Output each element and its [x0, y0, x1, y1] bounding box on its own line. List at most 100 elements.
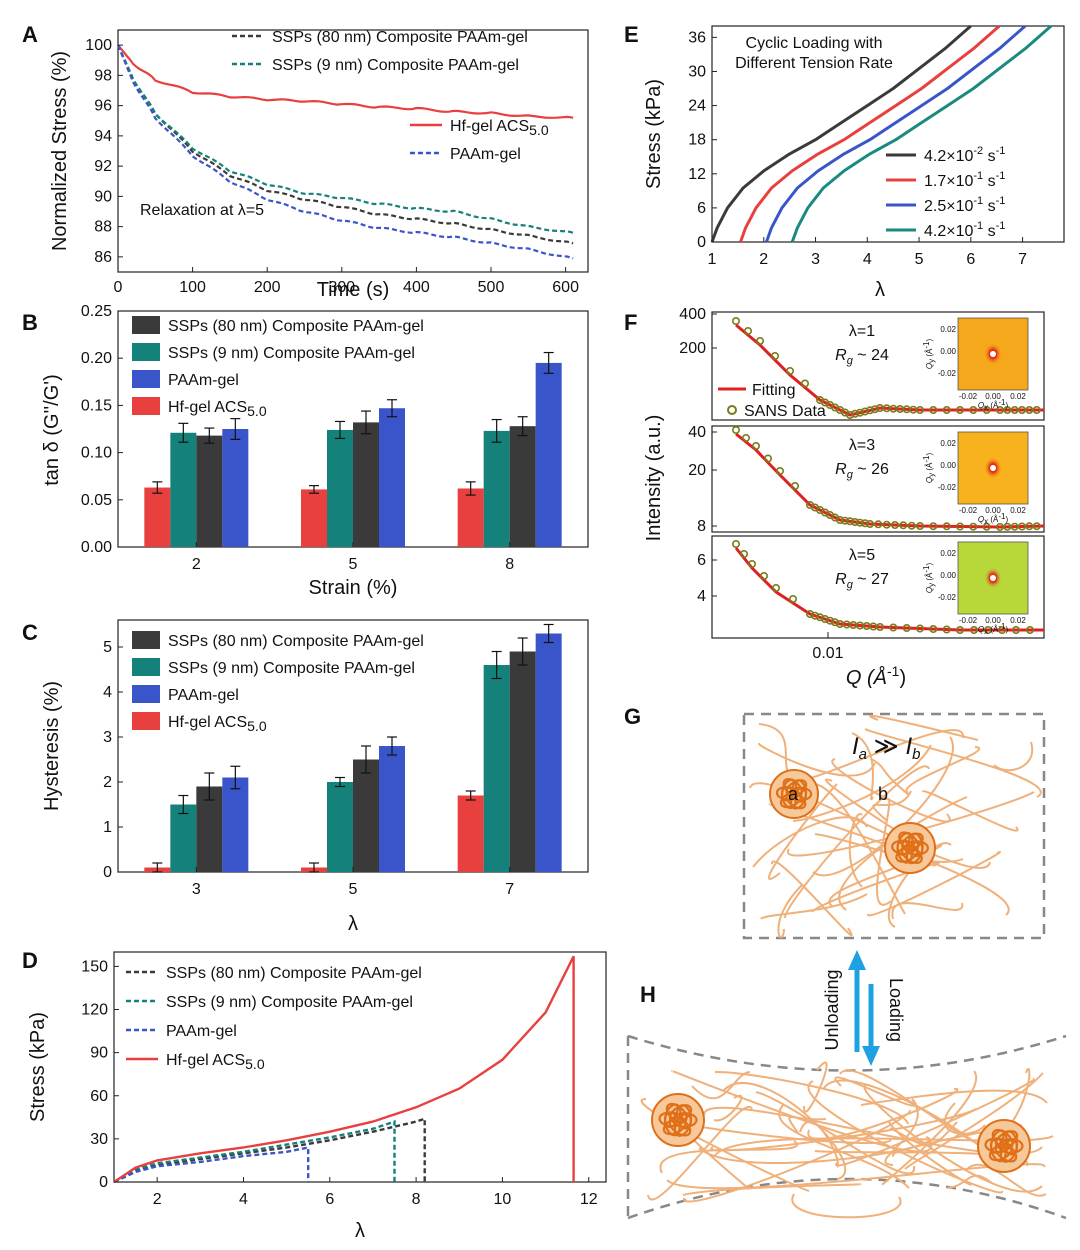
panel-f-point-1-4-2 — [845, 517, 854, 526]
panel-f-fit-2 — [734, 547, 1044, 632]
b-xtick-1: 5 — [349, 556, 358, 573]
panel-e-ytick-5: 30 — [688, 63, 706, 80]
panel-f-point-1-5-1 — [874, 520, 883, 529]
panel-f-point-1-7-0 — [995, 522, 1004, 531]
panel-label-f: F — [624, 310, 637, 335]
c-bar-0-2 — [196, 786, 223, 872]
panel-e-legend-1: 1.7×10-1 s-1 — [924, 170, 1005, 190]
panel-a-chart: 0 100 200 300 400 500 600 86 88 90 92 94 96 98 100 Ti… — [49, 29, 589, 301]
panel-f-point-2-3-0 — [805, 609, 814, 618]
panel-f-ytick-1-2: 8 — [697, 518, 706, 535]
panel-f-inset-center-1 — [990, 465, 996, 471]
b-bar-0-1 — [170, 432, 197, 547]
panel-f-point-1-7-3 — [1017, 522, 1026, 531]
panel-d-ytick-0: 0 — [99, 1174, 108, 1191]
panel-a-ylabel: Normalized Stress (%) — [49, 51, 71, 251]
panel-f-point-0-6-0 — [915, 405, 924, 414]
h-net-strand-39 — [834, 1076, 917, 1107]
h-net-strand-12 — [722, 1082, 847, 1180]
c-bar-2-2 — [509, 651, 536, 872]
panel-f-inset-xtick-0-1: 0.00 — [985, 392, 1001, 401]
panel-f-lambda-2: λ=5 — [849, 547, 875, 564]
panel-a-xtick-5: 500 — [478, 279, 505, 296]
panel-f-point-2-6-3 — [997, 625, 1006, 634]
g-net-strand-10 — [993, 741, 1034, 772]
panel-label-h: H — [640, 982, 656, 1007]
panel-f-point-1-6-4 — [969, 522, 978, 531]
c-bar-0-3 — [222, 777, 249, 872]
panel-f-inset-xtick-2-2: 0.02 — [1010, 616, 1026, 625]
panel-f-inset-xtick-0-0: -0.02 — [959, 392, 978, 401]
b-legend-swatch-0 — [132, 316, 160, 334]
panel-f-legend-fit: Fitting — [752, 382, 796, 399]
panel-f-point-2-5-4 — [929, 624, 938, 633]
h-net-strand-8 — [835, 1078, 1035, 1167]
panel-d-legend: SSPs (80 nm) Composite PAAm-gel SSPs (9 … — [126, 965, 422, 1072]
h-clusters-cluster-coil-1-5 — [984, 1137, 1011, 1154]
g-net-strand-1 — [783, 765, 930, 919]
h-net-strand-0 — [791, 1193, 902, 1219]
panel-f-point-1-4-1 — [840, 516, 849, 525]
panel-f-xtick: 0.01 — [812, 645, 843, 662]
panel-f-point-2-6-1 — [969, 625, 978, 634]
panel-a-xtick-1: 100 — [179, 279, 206, 296]
b-legend-swatch-3 — [132, 397, 160, 415]
panel-a-annotation: Relaxation at λ=5 — [140, 202, 264, 219]
panel-f-inset-xtick-0-2: 0.02 — [1010, 392, 1026, 401]
b-legend-2: PAAm-gel — [168, 372, 239, 389]
c-legend-3: Hf-gel ACS5.0 — [168, 714, 267, 734]
panel-f-point-0-6-3 — [955, 405, 964, 414]
panel-f-point-0-4-1 — [850, 409, 859, 418]
c-legend-2: PAAm-gel — [168, 687, 239, 704]
panel-f-point-2-3-5 — [830, 618, 839, 627]
panel-f-point-2-5-2 — [902, 623, 911, 632]
panel-f-inset-xtick-2-0: -0.02 — [959, 616, 978, 625]
g-nanoparticles — [769, 769, 936, 874]
panel-a-series-3 — [116, 44, 574, 260]
b-ytick-0: 0.00 — [81, 539, 112, 556]
panel-f-inset-xtick-1-1: 0.00 — [985, 506, 1001, 515]
panel-f-inset-ylabel-0: Qy (Å-1) — [922, 339, 936, 370]
h-net-strand-40 — [778, 1103, 910, 1189]
h-net-strand-16 — [682, 1183, 862, 1196]
panel-a-ytick-6: 98 — [94, 67, 112, 84]
panel-f-ytick-2-1: 4 — [697, 588, 706, 605]
g-net-strand-28 — [831, 758, 951, 823]
panel-f-point-1-4-0 — [835, 515, 844, 524]
panel-f-point-1-7-5 — [1032, 522, 1041, 531]
b-ytick-4: 0.20 — [81, 350, 112, 367]
panel-f-point-0-6-4 — [969, 405, 978, 414]
panel-c-legend: SSPs (80 nm) Composite PAAm-gel SSPs (9 n… — [132, 631, 424, 734]
panel-e-ytick-4: 24 — [688, 98, 706, 115]
panel-d-ytick-4: 120 — [81, 1002, 108, 1019]
panel-f-rg-1: Rg ~ 26 — [835, 461, 889, 481]
panel-f-point-0-7-5 — [1032, 405, 1041, 414]
panel-a-ytick-5: 96 — [94, 98, 112, 115]
b-bar-2-1 — [483, 430, 510, 547]
panel-f-point-0-0-1 — [743, 326, 752, 335]
panel-f-point-2-1-1 — [759, 571, 768, 580]
h-net-strand-1 — [691, 1071, 751, 1100]
h-net-strand-36 — [807, 1087, 959, 1140]
panel-f-inset-xlabel-0: Qx (Å-1) — [978, 398, 1009, 412]
panel-a-xlabel: Time (s) — [317, 279, 390, 301]
panel-d-chart: 2 4 6 8 10 12 0 30 60 90 120 150 λ Stress (kPa) SS… — [27, 951, 607, 1242]
panel-b-ylabel: tan δ (G''/G') — [41, 374, 63, 486]
panel-c-chart: 3 5 7 0 1 2 3 4 5 λ Hysteresis (%) SSPs (80 nm)… — [41, 619, 589, 935]
panel-a-legend-1: SSPs (9 nm) Composite PAAm-gel — [272, 57, 519, 74]
panel-d-ylabel: Stress (kPa) — [27, 1012, 49, 1122]
panel-d-ytick-5: 150 — [81, 958, 108, 975]
panel-f-ytick-2-0: 6 — [697, 552, 706, 569]
h-net-strand-26 — [640, 1098, 810, 1192]
b-bar-1-1 — [327, 429, 353, 547]
panel-f-point-1-6-3 — [955, 522, 964, 531]
h-clusters-cluster-coil-0-5 — [658, 1111, 685, 1128]
panel-f-ytick-0-0: 400 — [679, 306, 706, 323]
panel-f-point-2-5-0 — [875, 622, 884, 631]
h-clusters-cluster-coil-0-8 — [673, 1112, 692, 1137]
panel-f-inset-xtick-1-2: 0.02 — [1010, 506, 1026, 515]
panel-e-xtick-0: 1 — [708, 251, 717, 268]
g-label-a: a — [788, 784, 799, 804]
